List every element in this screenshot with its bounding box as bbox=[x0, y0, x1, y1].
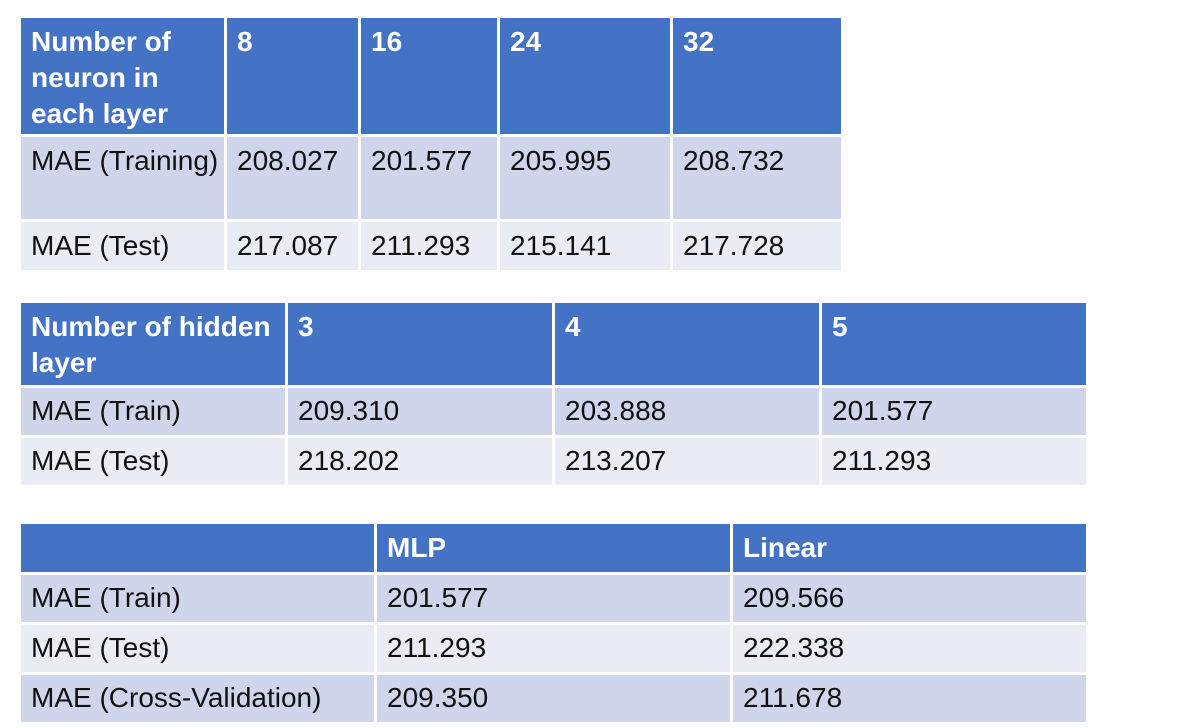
table-cell: 217.087 bbox=[224, 219, 361, 273]
table-row: MAE (Train) 209.310 203.888 201.577 bbox=[18, 385, 1089, 438]
table-cell: 203.888 bbox=[552, 385, 822, 438]
table-cell: 211.293 bbox=[819, 435, 1089, 488]
header-cell: 3 bbox=[285, 300, 555, 388]
header-cell: MLP bbox=[374, 521, 733, 575]
model-comparison-table: MLP Linear MAE (Train) 201.577 209.566 M… bbox=[18, 521, 1089, 725]
table-cell: 209.350 bbox=[374, 672, 733, 725]
table-header-row: Number of hidden layer 3 4 5 bbox=[18, 300, 1089, 388]
table-cell: 211.293 bbox=[358, 219, 500, 273]
table-row: MAE (Test) 217.087 211.293 215.141 217.7… bbox=[18, 219, 844, 273]
table-row: MAE (Test) 211.293 222.338 bbox=[18, 622, 1089, 675]
table-row: MAE (Test) 218.202 213.207 211.293 bbox=[18, 435, 1089, 488]
table-cell: 222.338 bbox=[730, 622, 1089, 675]
row-label: MAE (Test) bbox=[18, 622, 377, 675]
row-label: MAE (Training) bbox=[18, 134, 227, 222]
header-cell: Number of neuron in each layer bbox=[18, 15, 227, 137]
row-label: MAE (Cross-Validation) bbox=[18, 672, 377, 725]
header-cell: 8 bbox=[224, 15, 361, 137]
table-row: MAE (Train) 201.577 209.566 bbox=[18, 572, 1089, 625]
table-cell: 209.310 bbox=[285, 385, 555, 438]
header-cell: Linear bbox=[730, 521, 1089, 575]
table-cell: 201.577 bbox=[819, 385, 1089, 438]
table-cell: 217.728 bbox=[670, 219, 844, 273]
header-cell: Number of hidden layer bbox=[18, 300, 288, 388]
table-row: MAE (Cross-Validation) 209.350 211.678 bbox=[18, 672, 1089, 725]
table-cell: 208.027 bbox=[224, 134, 361, 222]
table-cell: 209.566 bbox=[730, 572, 1089, 625]
table-header-row: Number of neuron in each layer 8 16 24 3… bbox=[18, 15, 844, 137]
header-cell: 5 bbox=[819, 300, 1089, 388]
table-cell: 201.577 bbox=[374, 572, 733, 625]
hidden-layers-table: Number of hidden layer 3 4 5 MAE (Train)… bbox=[18, 300, 1089, 488]
header-cell: 24 bbox=[497, 15, 673, 137]
row-label: MAE (Test) bbox=[18, 435, 288, 488]
table-cell: 208.732 bbox=[670, 134, 844, 222]
table-row: MAE (Training) 208.027 201.577 205.995 2… bbox=[18, 134, 844, 222]
table-cell: 215.141 bbox=[497, 219, 673, 273]
table-cell: 218.202 bbox=[285, 435, 555, 488]
table-cell: 211.678 bbox=[730, 672, 1089, 725]
header-cell: 4 bbox=[552, 300, 822, 388]
row-label: MAE (Train) bbox=[18, 572, 377, 625]
table-cell: 201.577 bbox=[358, 134, 500, 222]
header-cell bbox=[18, 521, 377, 575]
table-cell: 213.207 bbox=[552, 435, 822, 488]
header-cell: 16 bbox=[358, 15, 500, 137]
header-cell: 32 bbox=[670, 15, 844, 137]
neurons-per-layer-table: Number of neuron in each layer 8 16 24 3… bbox=[18, 15, 844, 273]
table-cell: 211.293 bbox=[374, 622, 733, 675]
row-label: MAE (Test) bbox=[18, 219, 227, 273]
table-cell: 205.995 bbox=[497, 134, 673, 222]
table-header-row: MLP Linear bbox=[18, 521, 1089, 575]
row-label: MAE (Train) bbox=[18, 385, 288, 438]
